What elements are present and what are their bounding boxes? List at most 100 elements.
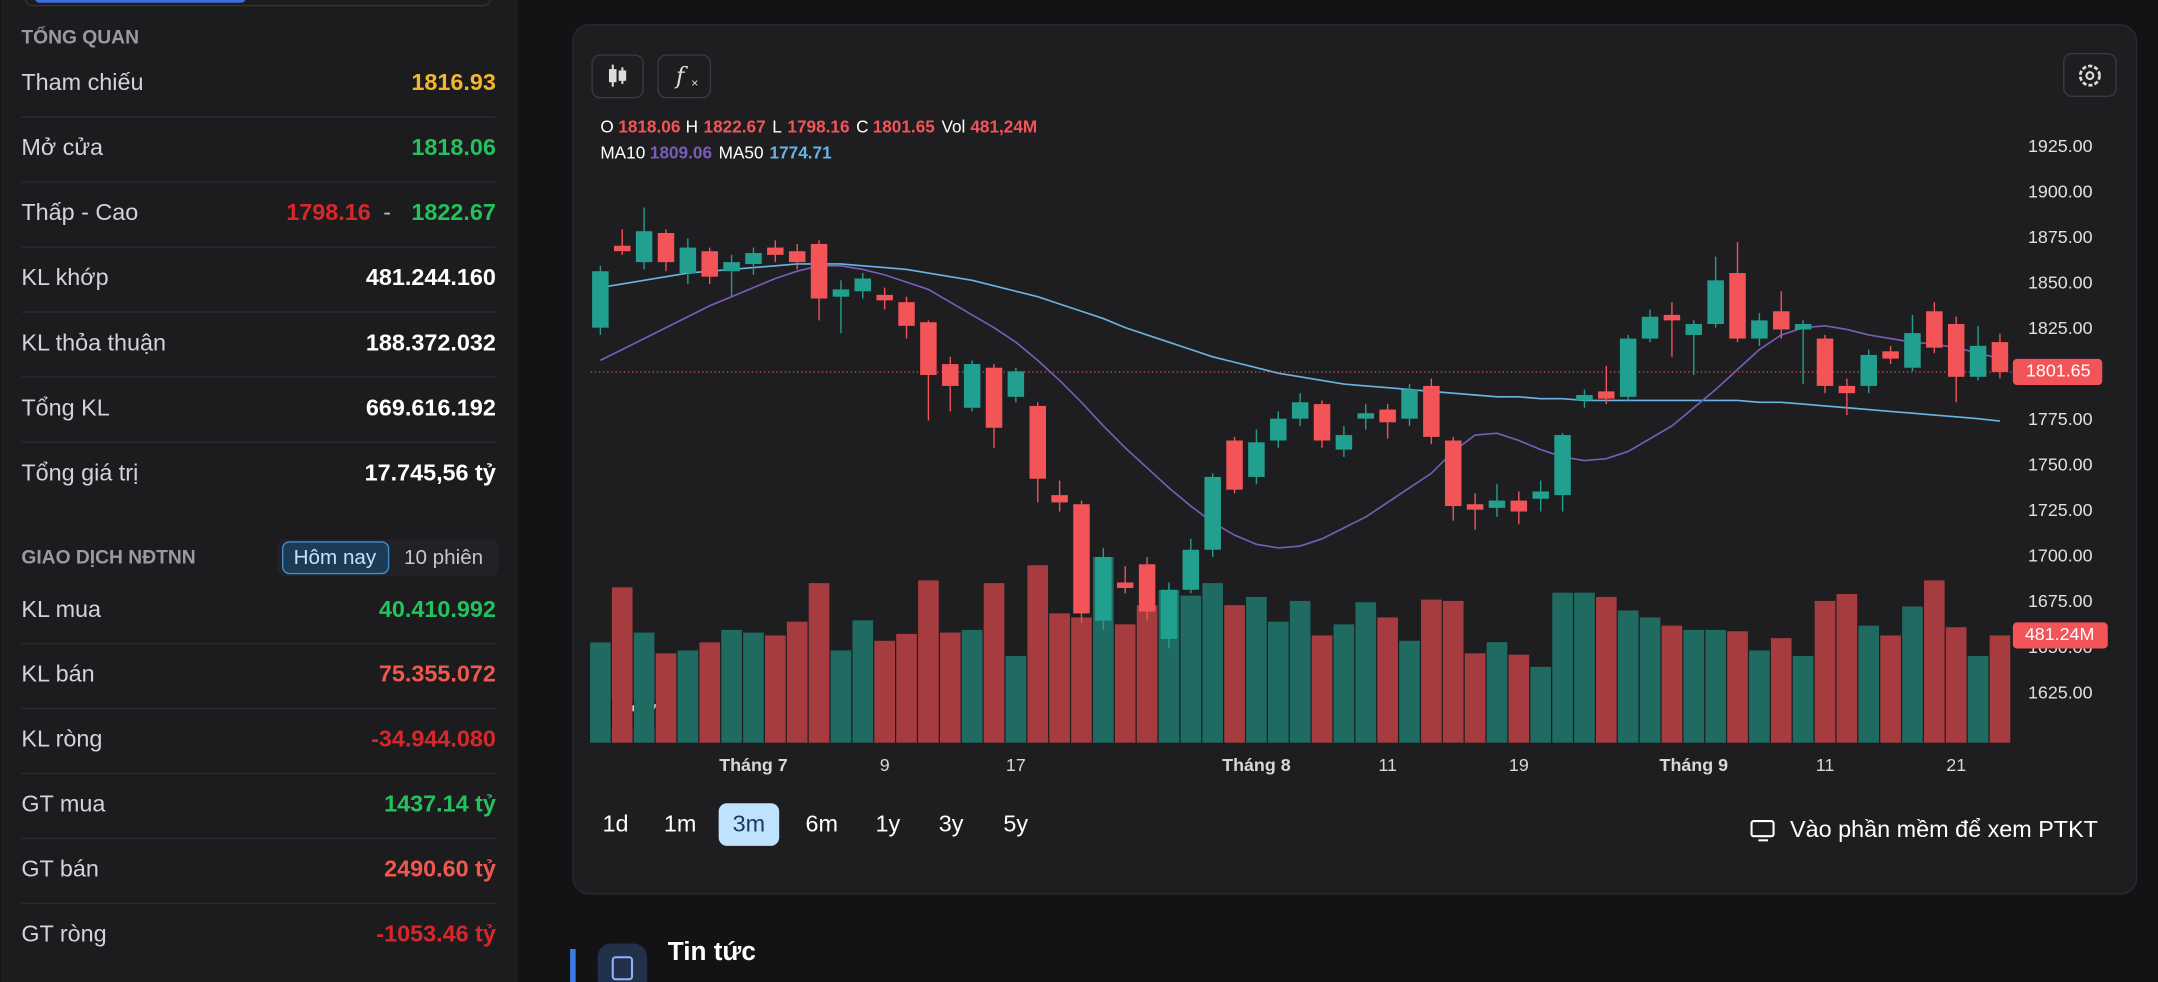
legend-item: 1822.67: [704, 116, 766, 136]
volume-bar: [983, 583, 1005, 743]
candle-body: [701, 251, 718, 277]
volume-bar: [1924, 580, 1945, 743]
tab[interactable]: Hôm nay: [294, 546, 377, 569]
row-label: KL mua: [21, 596, 101, 622]
candle-type-button[interactable]: [591, 54, 644, 99]
y-tick-label: 1850.00: [2028, 273, 2093, 293]
y-tick-label: 1875.00: [2028, 227, 2093, 247]
period-button[interactable]: 1d: [602, 810, 628, 836]
candle-body: [1116, 582, 1134, 588]
indicator-button[interactable]: [657, 54, 712, 99]
row-value: 1818.06: [411, 134, 496, 160]
row-label: KL ròng: [21, 726, 102, 752]
y-tick-label: 1750.00: [2028, 455, 2093, 475]
candle-body: [1313, 404, 1331, 441]
candle-body: [1838, 385, 1856, 394]
sidebar: [0, 0, 518, 982]
settings-button[interactable]: [2063, 52, 2117, 97]
news-accent: [570, 948, 576, 982]
ptkt-link[interactable]: Vào phần mềm để xem PTKT: [1790, 816, 2098, 842]
row-label: Mở cửa: [21, 134, 103, 160]
volume-bar: [1705, 629, 1726, 743]
gear-icon: [2078, 64, 2101, 87]
price-tag: [2012, 358, 2103, 386]
volume-bar: [743, 632, 764, 743]
candle-body: [1860, 354, 1877, 386]
period-button[interactable]: 5y: [1003, 810, 1028, 836]
x-tick-label: 21: [1946, 755, 1966, 775]
period-button[interactable]: 1m: [664, 810, 696, 836]
candle-body: [1685, 324, 1703, 335]
candle-body: [1619, 338, 1637, 397]
candle-body: [767, 247, 784, 255]
candle-body: [1444, 440, 1462, 507]
volume-bar: [721, 629, 742, 743]
volume-bar: [1027, 565, 1049, 743]
volume-bar: [1114, 624, 1136, 743]
x-tick-label: 9: [880, 755, 890, 775]
row-label: Tham chiếu: [21, 69, 143, 95]
volume-bar: [1333, 624, 1355, 743]
volume-bar: [1224, 605, 1245, 743]
section-title: TỔNG QUAN: [21, 27, 139, 49]
candle-body: [920, 322, 937, 375]
candle-body: [1488, 500, 1506, 508]
candle-body: [1532, 491, 1549, 499]
row-label: GT ròng: [21, 920, 106, 946]
period-button[interactable]: 3y: [939, 810, 964, 836]
volume-bar: [1574, 592, 1595, 743]
y-tick-label: 1900.00: [2028, 182, 2093, 202]
volume-tag: [2012, 622, 2108, 649]
legend-item: O: [600, 116, 613, 136]
price-tag-label: 1801.65: [2026, 361, 2091, 381]
candle-body: [1904, 333, 1921, 368]
row-label: Thấp - Cao: [21, 199, 138, 225]
candle-body: [1751, 320, 1768, 339]
legend-item: 1818.06: [618, 116, 680, 136]
period-button[interactable]: 3m: [733, 810, 765, 836]
period-active: [718, 803, 780, 846]
row-high: 1822.67: [411, 199, 496, 225]
volume-bar: [1858, 625, 1880, 743]
period-button[interactable]: 6m: [806, 810, 838, 836]
candle-body: [1969, 345, 1987, 377]
period-button[interactable]: 1y: [875, 810, 900, 836]
news-icon: [597, 943, 648, 982]
row-value: 1437.14 tỷ: [384, 791, 496, 817]
volume-bar: [1880, 635, 1901, 743]
volume-bar: [1355, 602, 1377, 743]
volume-bar: [765, 635, 786, 743]
section-title: GIAO DỊCH NĐTNN: [21, 547, 195, 568]
x-tick-label: 11: [1378, 755, 1397, 775]
volume-bar: [1267, 621, 1289, 743]
volume-bar: [1530, 666, 1552, 743]
volume-bar: [1289, 600, 1311, 743]
x-tick-label: 19: [1509, 755, 1529, 775]
candle-body: [1510, 500, 1528, 512]
volume-bar: [1749, 650, 1770, 743]
volume-bar: [611, 587, 633, 743]
candle-body: [1794, 324, 1812, 330]
candle-body: [592, 271, 609, 328]
volume-bar: [1202, 583, 1223, 743]
volume-bar: [1552, 592, 1573, 743]
candle-body: [1576, 395, 1593, 401]
volume-bar: [1508, 654, 1530, 743]
candle-body: [876, 294, 893, 301]
legend-item: H: [686, 116, 698, 136]
volume-bar: [655, 653, 677, 743]
candle-body: [1641, 316, 1659, 339]
volume-bar: [939, 632, 961, 743]
volume-bar: [1836, 594, 1858, 743]
x-tick-label: 11: [1816, 755, 1835, 775]
row-value: -1053.46 tỷ: [376, 920, 496, 946]
volume-bar: [1005, 655, 1027, 743]
volume-bar: [590, 642, 611, 743]
volume-bar: [633, 632, 655, 743]
volume-bar: [1442, 600, 1464, 743]
row-value: -34.944.080: [371, 726, 496, 752]
volume-bar: [786, 621, 808, 743]
candle-body: [1138, 564, 1156, 612]
tab[interactable]: 10 phiên: [404, 546, 483, 569]
